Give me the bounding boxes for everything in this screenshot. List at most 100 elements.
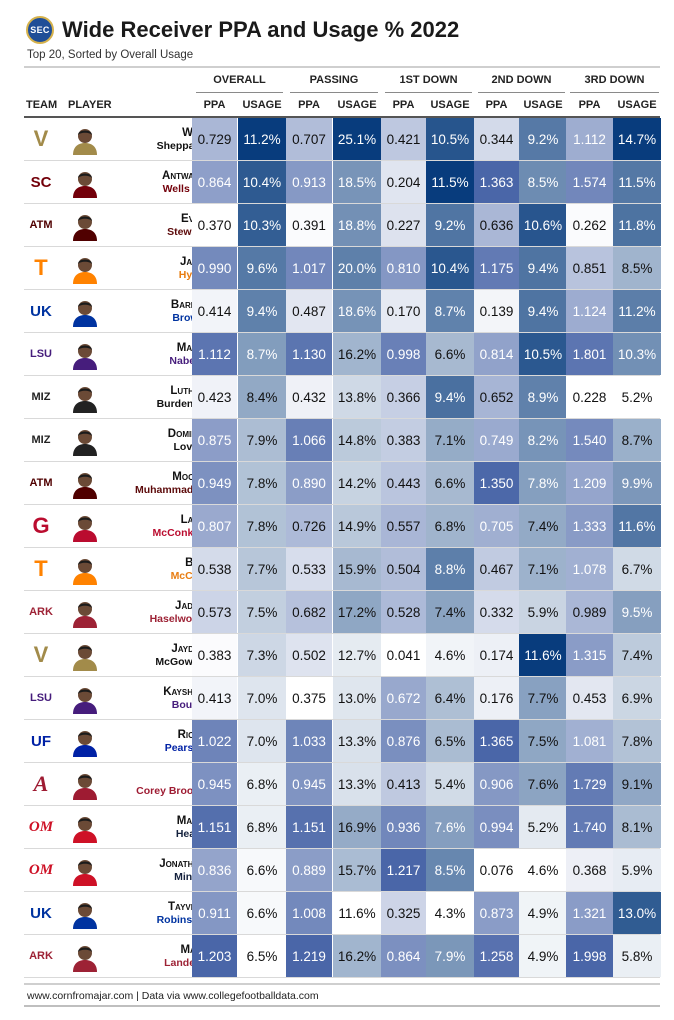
ppa-value-cell: 0.414 xyxy=(192,290,237,332)
usage-value-cell: 9.6% xyxy=(238,247,286,289)
player-name: Jadon Haselwood xyxy=(95,600,205,625)
usage-value-cell: 8.2% xyxy=(519,419,567,461)
usage-value-cell: 5.4% xyxy=(426,763,474,805)
player-first-name: Malik xyxy=(176,815,205,827)
player-last-name: Pearsall xyxy=(164,741,205,754)
usage-value-cell: 6.7% xyxy=(613,548,661,590)
team-logo: G xyxy=(24,505,58,547)
team-logo-icon: SC xyxy=(30,173,52,191)
team-logo-icon: ARK xyxy=(29,949,53,962)
table-row: ARK Jadon Haselwood 0.573 7.5% 0.682 17.2% 0.52… xyxy=(24,591,661,634)
usage-value-cell: 10.3% xyxy=(613,333,661,375)
player-first-name: Ladd xyxy=(95,514,205,527)
ppa-value-cell: 0.906 xyxy=(474,763,519,805)
player-first-name: Jalin xyxy=(95,256,205,269)
player-headshot-icon xyxy=(73,258,97,284)
usage-value-cell: 8.8% xyxy=(426,548,474,590)
ppa-value-cell: 0.814 xyxy=(474,333,519,375)
player-first-name: Ja xyxy=(95,772,205,785)
ppa-value-cell: 0.707 xyxy=(286,118,332,160)
ppa-value-cell: 1.740 xyxy=(566,806,613,848)
team-logo: ATM xyxy=(24,462,58,504)
ppa-value-cell: 0.262 xyxy=(566,204,613,246)
usage-value-cell: 7.8% xyxy=(238,462,286,504)
ppa-value-cell: 0.851 xyxy=(566,247,613,289)
ppa-value-cell: 0.875 xyxy=(192,419,237,461)
usage-value-cell: 6.6% xyxy=(238,892,286,934)
ppa-value-cell: 1.209 xyxy=(566,462,613,504)
ppa-value-cell: 1.112 xyxy=(566,118,613,160)
usage-value-cell: 8.5% xyxy=(613,247,661,289)
player-first-name: Will xyxy=(95,127,205,140)
team-logo: T xyxy=(24,548,58,590)
ppa-value-cell: 0.366 xyxy=(381,376,426,418)
ppa-column-header: PPA xyxy=(578,99,601,111)
top-divider xyxy=(24,66,660,68)
player-last-name: Robinson xyxy=(156,913,205,926)
usage-value-cell: 4.3% xyxy=(426,892,474,934)
usage-value-cell: 13.3% xyxy=(333,763,381,805)
team-logo-icon: MIZ xyxy=(31,433,51,446)
table-row: UK Tayvion Robinson 0.911 6.6% 1.008 11.6% 0.32… xyxy=(24,892,661,935)
usage-column-header: USAGE xyxy=(337,99,377,111)
ppa-value-cell: 1.078 xyxy=(566,548,613,590)
player-headshot-icon xyxy=(73,860,97,886)
team-logo-icon: LSU xyxy=(30,347,52,360)
player-first-name: Jonathan xyxy=(159,858,205,870)
player-last-name: Lovett xyxy=(173,440,206,453)
usage-column-header: USAGE xyxy=(242,99,282,111)
team-logo: V xyxy=(24,118,58,160)
ppa-value-cell: 0.375 xyxy=(286,677,332,719)
usage-value-cell: 14.9% xyxy=(333,505,381,547)
team-logo-icon: OM xyxy=(28,861,54,878)
usage-value-cell: 4.6% xyxy=(519,849,567,891)
ppa-value-cell: 0.391 xyxy=(286,204,332,246)
table-row: V Jayden McGowan 0.383 7.3% 0.502 12.7% 0.041 4.… xyxy=(24,634,661,677)
ppa-value-cell: 0.913 xyxy=(286,161,332,203)
group-underline-4 xyxy=(478,92,565,93)
ppa-value-cell: 0.368 xyxy=(566,849,613,891)
ppa-value-cell: 1.217 xyxy=(381,849,426,891)
player-name: Barion Brown xyxy=(95,299,205,324)
ppa-value-cell: 0.227 xyxy=(381,204,426,246)
table-row: G LaddMcConkey0.8077.8%0.72614.9%0.5576.8… xyxy=(24,505,661,548)
player-first-name: Tayvion xyxy=(168,901,205,913)
team-logo-icon: V xyxy=(33,126,49,151)
usage-value-cell: 4.9% xyxy=(519,892,567,934)
ppa-value-cell: 1.998 xyxy=(566,935,613,977)
usage-value-cell: 7.9% xyxy=(238,419,286,461)
ppa-value-cell: 0.749 xyxy=(474,419,519,461)
ppa-value-cell: 1.258 xyxy=(474,935,519,977)
usage-value-cell: 6.8% xyxy=(426,505,474,547)
usage-value-cell: 14.2% xyxy=(333,462,381,504)
player-name: Malik Heath xyxy=(95,815,205,840)
usage-value-cell: 7.7% xyxy=(519,677,567,719)
ppa-column-header: PPA xyxy=(392,99,415,111)
player-last-name: Boutte xyxy=(171,698,205,711)
player-name: LaddMcConkey xyxy=(95,514,205,539)
ppa-value-cell: 0.876 xyxy=(381,720,426,762)
chart-subtitle: Top 20, Sorted by Overall Usage xyxy=(27,49,194,61)
chart-title: Wide Receiver PPA and Usage % 2022 xyxy=(62,17,460,42)
team-logo: LSU xyxy=(24,677,58,719)
team-logo-icon: G xyxy=(32,513,50,538)
player-headshot-icon xyxy=(73,344,97,370)
ppa-value-cell: 0.170 xyxy=(381,290,426,332)
ppa-value-cell: 0.041 xyxy=(381,634,426,676)
ppa-value-cell: 0.573 xyxy=(192,591,237,633)
ppa-value-cell: 1.203 xyxy=(192,935,237,977)
usage-value-cell: 6.8% xyxy=(238,763,286,805)
player-headshot-icon xyxy=(73,387,97,413)
usage-value-cell: 7.8% xyxy=(613,720,661,762)
team-logo: ARK xyxy=(24,935,58,977)
group-underline-3 xyxy=(385,92,472,93)
player-last-name: Heath xyxy=(175,827,205,840)
table-row: T JalinHyatt0.9909.6%1.01720.0%0.81010.4%… xyxy=(24,247,661,290)
ppa-value-cell: 0.990 xyxy=(192,247,237,289)
usage-value-cell: 6.5% xyxy=(426,720,474,762)
team-logo: ARK xyxy=(24,591,58,633)
usage-value-cell: 4.6% xyxy=(426,634,474,676)
group-header-3: 1ST DOWN xyxy=(399,74,458,86)
ppa-value-cell: 0.636 xyxy=(474,204,519,246)
player-name: BruMcCoy xyxy=(95,557,205,582)
